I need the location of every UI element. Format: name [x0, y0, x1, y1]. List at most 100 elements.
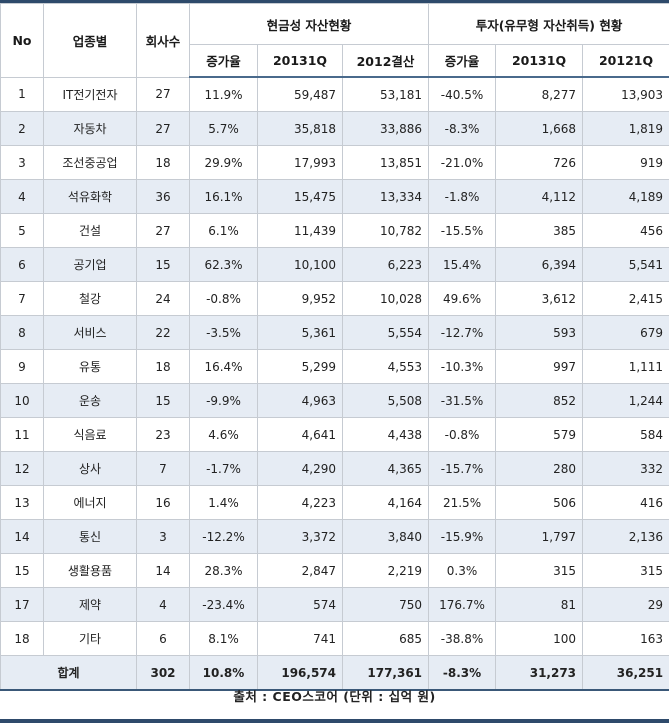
cell-cash-2013q1: 741: [257, 621, 343, 656]
cell-company-count: 7: [136, 451, 190, 486]
cell-no: 3: [0, 145, 44, 180]
cell-invest-increase: -15.5%: [428, 213, 497, 248]
cell-invest-2012q1: 4,189: [582, 179, 669, 214]
cell-cash-increase: 16.1%: [189, 179, 258, 214]
cell-cash-increase: 62.3%: [189, 247, 258, 282]
cell-invest-2013q1: 1,668: [495, 111, 584, 146]
cell-cash-2013q1: 4,223: [257, 485, 343, 520]
cell-cash-2012: 750: [341, 587, 430, 622]
cell-invest-2013q1: 315: [495, 553, 584, 588]
cell-invest-2012q1: 679: [582, 315, 669, 350]
table-row: 1 IT전기전자 27 11.9% 59,487 53,181 -40.5% 8,277 13,…: [0, 76, 669, 112]
cell-invest-2013q1: 593: [495, 315, 584, 350]
cell-industry: 식음료: [43, 417, 137, 452]
cell-cash-2013q1: 59,487: [257, 76, 343, 112]
table-row: 2 자동차 27 5.7% 35,818 33,886 -8.3% 1,668 1,819: [0, 111, 669, 146]
cell-cash-increase: 29.9%: [189, 145, 258, 180]
cell-company-count: 27: [136, 111, 190, 146]
cell-cash-increase: 28.3%: [189, 553, 258, 588]
cell-invest-increase: -40.5%: [428, 76, 497, 112]
header-cash-increase: 증가율: [189, 44, 258, 78]
cell-company-count: 36: [136, 179, 190, 214]
cell-cash-2013q1: 5,299: [257, 349, 343, 384]
cell-no: 15: [0, 553, 44, 588]
cell-cash-2012: 6,223: [341, 247, 430, 282]
cell-company-count: 18: [136, 145, 190, 180]
total-invest-increase: -8.3%: [428, 655, 497, 691]
cell-invest-2013q1: 3,612: [495, 281, 584, 316]
cell-industry: 석유화학: [43, 179, 137, 214]
cell-company-count: 15: [136, 247, 190, 282]
table-row: 5 건설 27 6.1% 11,439 10,782 -15.5% 385 456: [0, 213, 669, 248]
cell-cash-2012: 2,219: [341, 553, 430, 588]
table-row: 17 제약 4 -23.4% 574 750 176.7% 81 29: [0, 587, 669, 622]
cell-invest-2012q1: 29: [582, 587, 669, 622]
cell-invest-increase: -21.0%: [428, 145, 497, 180]
cell-cash-increase: 6.1%: [189, 213, 258, 248]
header-investment-group: 투자(유무형 자산취득) 현황: [428, 3, 669, 45]
cell-cash-2013q1: 10,100: [257, 247, 343, 282]
cell-cash-increase: 5.7%: [189, 111, 258, 146]
cell-industry: 통신: [43, 519, 137, 554]
total-cash-2012: 177,361: [341, 655, 430, 691]
table-row: 4 석유화학 36 16.1% 15,475 13,334 -1.8% 4,112 4,189: [0, 179, 669, 214]
cell-invest-increase: 15.4%: [428, 247, 497, 282]
cell-cash-increase: -3.5%: [189, 315, 258, 350]
cell-company-count: 24: [136, 281, 190, 316]
cell-cash-2012: 10,782: [341, 213, 430, 248]
top-rule: [0, 0, 669, 3]
cell-invest-2013q1: 100: [495, 621, 584, 656]
total-cash-2013q1: 196,574: [257, 655, 343, 691]
cell-cash-increase: -12.2%: [189, 519, 258, 554]
cell-cash-2012: 5,554: [341, 315, 430, 350]
total-invest-2013q1: 31,273: [495, 655, 584, 691]
cell-invest-2012q1: 2,136: [582, 519, 669, 554]
total-label: 합계: [0, 655, 137, 691]
cell-company-count: 18: [136, 349, 190, 384]
cell-invest-2013q1: 997: [495, 349, 584, 384]
cell-invest-2012q1: 416: [582, 485, 669, 520]
cell-invest-2012q1: 919: [582, 145, 669, 180]
cell-no: 9: [0, 349, 44, 384]
cell-company-count: 27: [136, 213, 190, 248]
cell-cash-2013q1: 2,847: [257, 553, 343, 588]
cell-company-count: 27: [136, 76, 190, 112]
cell-invest-increase: -12.7%: [428, 315, 497, 350]
total-row: 합계 302 10.8% 196,574 177,361 -8.3% 31,27…: [0, 655, 669, 691]
cell-cash-increase: 4.6%: [189, 417, 258, 452]
cell-company-count: 22: [136, 315, 190, 350]
cell-no: 17: [0, 587, 44, 622]
cell-cash-2012: 53,181: [341, 76, 430, 112]
cell-no: 14: [0, 519, 44, 554]
cell-invest-2012q1: 456: [582, 213, 669, 248]
cell-cash-2012: 3,840: [341, 519, 430, 554]
header-cash-2012: 2012결산: [341, 44, 430, 78]
cell-no: 18: [0, 621, 44, 656]
header-company-count: 회사수: [136, 3, 190, 78]
cell-invest-increase: 21.5%: [428, 485, 497, 520]
cell-cash-2013q1: 15,475: [257, 179, 343, 214]
cell-invest-increase: -10.3%: [428, 349, 497, 384]
table-row: 3 조선중공업 18 29.9% 17,993 13,851 -21.0% 726 919: [0, 145, 669, 180]
header-invest-increase: 증가율: [428, 44, 497, 78]
table-row: 9 유통 18 16.4% 5,299 4,553 -10.3% 997 1,111: [0, 349, 669, 384]
cell-industry: 서비스: [43, 315, 137, 350]
cell-cash-2013q1: 5,361: [257, 315, 343, 350]
cell-invest-2012q1: 1,244: [582, 383, 669, 418]
cell-invest-increase: 176.7%: [428, 587, 497, 622]
industry-cash-investment-table: No 업종별 회사수 현금성 자산현황 투자(유무형 자산취득) 현황 증가율 …: [0, 3, 669, 691]
source-note: 출처 : CEO스코어 (단위 : 십억 원): [233, 689, 436, 704]
cell-cash-increase: -9.9%: [189, 383, 258, 418]
table-row: 12 상사 7 -1.7% 4,290 4,365 -15.7% 280 332: [0, 451, 669, 486]
cell-cash-2012: 4,553: [341, 349, 430, 384]
table-row: 18 기타 6 8.1% 741 685 -38.8% 100 163: [0, 621, 669, 656]
cell-company-count: 15: [136, 383, 190, 418]
table-row: 13 에너지 16 1.4% 4,223 4,164 21.5% 506 416: [0, 485, 669, 520]
cell-no: 1: [0, 76, 44, 112]
cell-invest-2012q1: 5,541: [582, 247, 669, 282]
cell-no: 12: [0, 451, 44, 486]
cell-company-count: 14: [136, 553, 190, 588]
cell-no: 4: [0, 179, 44, 214]
cell-industry: 생활용품: [43, 553, 137, 588]
